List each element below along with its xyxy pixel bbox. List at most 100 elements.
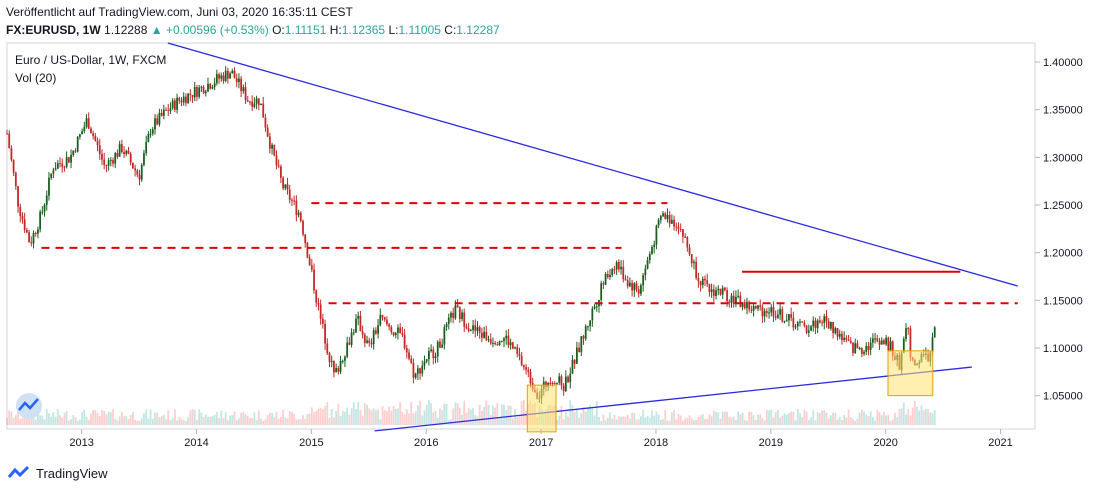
- volume-bar: [587, 407, 589, 425]
- candle-body: [748, 301, 751, 310]
- candle-body: [697, 278, 700, 282]
- candle-body: [295, 200, 298, 215]
- volume-bar: [606, 417, 609, 425]
- volume-bar: [489, 415, 492, 425]
- candle-body: [776, 314, 779, 318]
- volume-bar: [103, 411, 106, 425]
- candle-body: [746, 301, 748, 309]
- volume-bar: [189, 410, 192, 425]
- candle-body: [257, 98, 260, 106]
- volume-bar: [626, 414, 629, 425]
- volume-bar: [582, 407, 585, 425]
- volume-bar: [807, 419, 810, 425]
- candle-body: [341, 360, 344, 362]
- candle-body: [324, 323, 326, 344]
- volume-bar: [330, 408, 333, 425]
- candle-body: [366, 340, 368, 343]
- volume-bar: [233, 411, 236, 425]
- candle-body: [328, 353, 331, 362]
- candle-body: [286, 184, 289, 190]
- candle-body: [478, 327, 481, 333]
- candle-body: [487, 339, 490, 341]
- volume-bar: [176, 420, 178, 425]
- volume-bar: [931, 413, 934, 425]
- x-tick-label: 2015: [299, 437, 323, 449]
- volume-bar: [242, 411, 245, 425]
- volume-bar: [19, 418, 22, 425]
- volume-bar: [436, 417, 439, 425]
- candle-body: [770, 307, 773, 313]
- volume-bar: [56, 409, 59, 425]
- trend-line[interactable]: [374, 366, 972, 432]
- candle-body: [37, 229, 39, 234]
- volume-bar: [220, 410, 223, 425]
- volume-bar: [366, 404, 368, 425]
- volume-bar: [781, 415, 784, 425]
- candle-body: [595, 306, 598, 308]
- volume-bar: [120, 412, 123, 425]
- volume-bar: [871, 417, 874, 425]
- volume-bar: [249, 418, 251, 425]
- candle-body: [19, 206, 22, 216]
- volume-bar: [81, 411, 84, 425]
- volume-bar: [85, 416, 88, 425]
- candle-body: [690, 254, 693, 264]
- volume-bar: [98, 416, 101, 425]
- candle-body: [854, 343, 857, 353]
- volume-bar: [924, 408, 927, 425]
- candle-body: [796, 322, 799, 327]
- highlight-box[interactable]: [887, 350, 934, 397]
- candle-body: [54, 168, 57, 171]
- volume-bar: [65, 411, 68, 425]
- volume-bar: [310, 407, 313, 425]
- volume-bar: [63, 412, 66, 425]
- volume-bar: [896, 417, 899, 425]
- candle-body: [849, 340, 852, 343]
- candle-body: [191, 94, 194, 98]
- volume-bar: [668, 420, 671, 425]
- candle-body: [763, 311, 766, 317]
- volume-bar: [94, 410, 97, 425]
- candle-body: [399, 327, 402, 334]
- volume-bar: [90, 413, 92, 425]
- volume-bar: [562, 419, 565, 425]
- candle-body: [562, 385, 565, 391]
- candle-body: [432, 349, 435, 359]
- candle-body: [392, 332, 395, 336]
- volume-bar: [352, 402, 355, 425]
- candle-body: [752, 306, 755, 311]
- candle-body: [255, 98, 258, 104]
- volume-bar: [392, 406, 395, 425]
- trend-line[interactable]: [167, 42, 1018, 287]
- candle-body: [907, 328, 910, 330]
- volume-bar: [564, 411, 567, 425]
- volume-bar: [78, 419, 81, 425]
- candle-body: [140, 164, 143, 180]
- candle-body: [810, 326, 812, 331]
- volume-bar: [520, 401, 523, 425]
- candle-body: [498, 341, 501, 345]
- volume-bar: [107, 411, 110, 425]
- y-tick-label: 1.15000: [1043, 295, 1083, 307]
- last-price: 1.12288: [104, 23, 148, 37]
- highlight-box[interactable]: [526, 384, 557, 433]
- volume-bar: [76, 420, 79, 425]
- candle-body: [83, 126, 86, 132]
- volume-bar: [61, 417, 64, 425]
- candle-body: [507, 335, 510, 346]
- volume-bar: [911, 407, 914, 425]
- volume-bar: [59, 415, 61, 425]
- volume-bar: [662, 419, 664, 425]
- candle-body: [187, 93, 190, 104]
- volume-bar: [646, 415, 649, 425]
- volume-bar: [45, 409, 48, 425]
- volume-bar: [432, 412, 435, 425]
- candle-body: [246, 100, 249, 102]
- candle-body: [76, 136, 79, 152]
- footer-brand[interactable]: TradingView: [36, 465, 108, 481]
- candle-body: [657, 219, 660, 226]
- candle-body: [580, 336, 583, 353]
- volume-bar: [874, 420, 876, 425]
- candle-body: [120, 144, 123, 153]
